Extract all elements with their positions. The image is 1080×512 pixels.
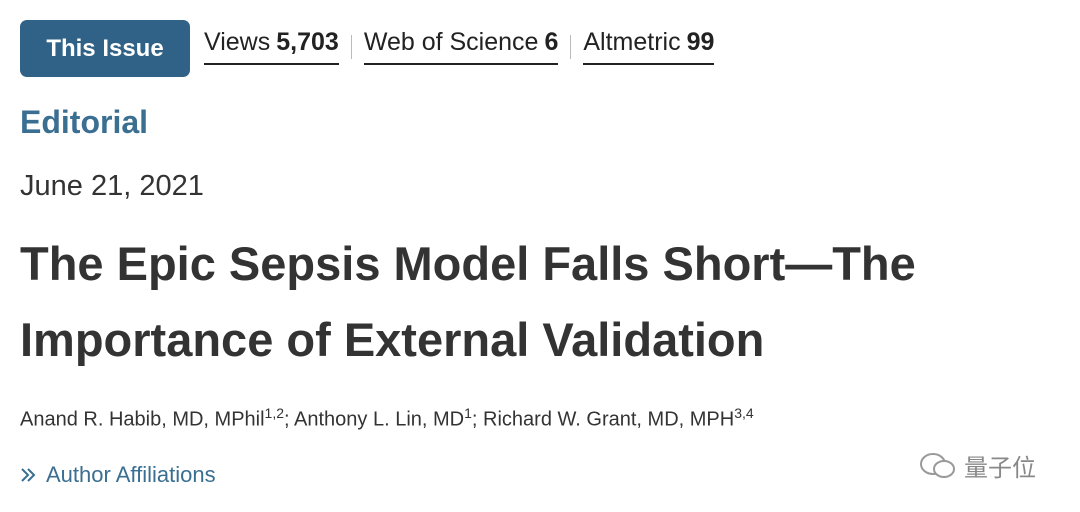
author-separator: ;: [284, 408, 295, 431]
metric-link[interactable]: Views 5,703: [204, 28, 339, 65]
watermark: 量子位: [918, 448, 1036, 483]
metric-value: 99: [686, 28, 715, 56]
author-affiliation-number: 1: [464, 405, 472, 421]
metric-divider: [350, 34, 352, 59]
metric-divider: [570, 34, 572, 59]
metric-value: 6: [544, 28, 559, 56]
chevron-icon: [21, 468, 36, 482]
author-name: Anthony L. Lin, MD: [294, 408, 465, 431]
watermark-text: 量子位: [964, 454, 1036, 482]
author-name: Richard W. Grant, MD, MPH: [483, 408, 735, 431]
wechat-icon: [920, 452, 955, 478]
author-affiliation-number: 3,4: [734, 405, 754, 421]
author-affiliations-link[interactable]: Author Affiliations: [20, 462, 216, 488]
author-affiliation-number: 1,2: [264, 405, 285, 421]
link-text[interactable]: Author Affiliations: [46, 462, 216, 487]
author-separator: ;: [471, 408, 484, 431]
metric-value: 5,703: [276, 28, 339, 56]
metric-label: Web of Science: [363, 28, 539, 56]
metric-link[interactable]: Altmetric 99: [583, 28, 715, 65]
metric-label: Altmetric: [583, 28, 681, 56]
this-issue-button[interactable]: This Issue: [20, 20, 190, 77]
metrics-bar: Views 5,703 Web of Science 6 Altmetric 99: [204, 28, 715, 65]
author-name: Anand R. Habib, MD, MPhil: [20, 408, 265, 431]
metric-label: Views: [204, 28, 271, 56]
metric-link[interactable]: Web of Science 6: [363, 28, 559, 65]
article-title: The Epic Sepsis Model Falls Short—The Im…: [20, 237, 916, 366]
section-label[interactable]: Editorial: [20, 104, 149, 140]
publication-date: June 21, 2021: [20, 170, 204, 202]
author-list: Anand R. Habib, MD, MPhil1,2; Anthony L.…: [20, 405, 754, 432]
